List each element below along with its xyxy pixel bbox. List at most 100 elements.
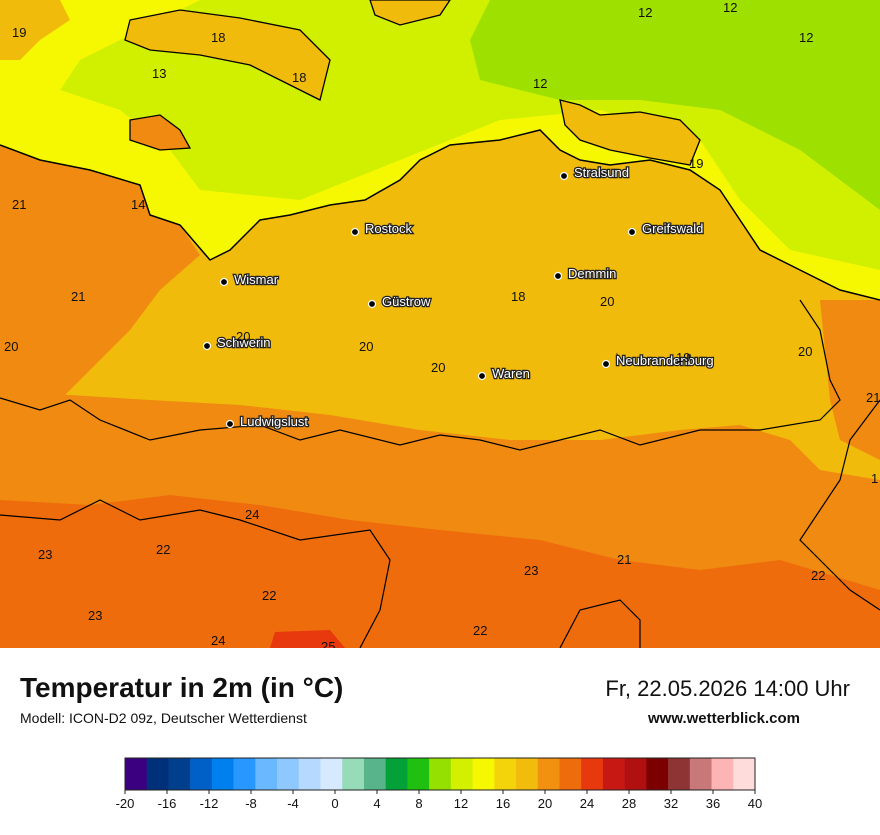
state-border-brandenburg (559, 599, 641, 648)
island-north (369, 0, 451, 26)
scale-swatch (255, 758, 278, 790)
scale-tick-label: -4 (287, 796, 299, 811)
scale-swatches (124, 757, 756, 791)
temp-label: 22 (811, 568, 825, 583)
city-rostock: Rostock (350, 220, 414, 237)
scale-tick-label: -20 (116, 796, 135, 811)
temp-label: 18 (511, 289, 525, 304)
island-ruegen (559, 99, 701, 166)
city-greifswald: Greifswald (627, 220, 705, 237)
temp-label: 25 (321, 639, 335, 648)
map-footer: Temperatur in 2m (in °C) Modell: ICON-D2… (0, 648, 880, 830)
temp-label: 18 (292, 70, 306, 85)
scale-tick-label: 20 (538, 796, 552, 811)
hot-spot (270, 630, 345, 648)
color-scale: -20 -16 -12 -8 -4 0 4 8 12 16 20 24 28 32 36 40 (0, 756, 880, 830)
scale-swatch (537, 758, 560, 790)
scale-swatch (559, 758, 582, 790)
city-label: Waren (492, 366, 530, 381)
island-west (129, 114, 192, 151)
city-dot (477, 371, 487, 381)
scale-swatch (320, 758, 343, 790)
land-orange-west (0, 145, 200, 400)
city-dot (225, 419, 235, 429)
scale-tick-label: 28 (622, 796, 636, 811)
scale-tick-label: -16 (158, 796, 177, 811)
scale-swatch (624, 758, 647, 790)
temp-label: 21 (617, 552, 631, 567)
website-link[interactable]: www.wetterblick.com (648, 710, 800, 727)
scale-swatch (190, 758, 213, 790)
scale-swatch (494, 758, 517, 790)
city-guestrow: Güstrow (367, 293, 432, 310)
temp-label: 21 (71, 289, 85, 304)
city-label: Greifswald (642, 221, 703, 236)
temp-label: 20 (798, 344, 812, 359)
city-dot (559, 171, 569, 181)
scale-tick-label: 24 (580, 796, 594, 811)
scale-tick-label: -8 (245, 796, 257, 811)
temp-label: 1 (871, 471, 878, 486)
scale-swatch (233, 758, 256, 790)
temp-label: 23 (88, 608, 102, 623)
temperature-map: Stralsund Rostock Greifswald Wismar Demm… (0, 0, 880, 648)
model-info: Modell: ICON-D2 09z, Deutscher Wetterdie… (20, 710, 307, 726)
scale-swatch (407, 758, 430, 790)
scale-swatch (298, 758, 321, 790)
temp-label: 20 (359, 339, 373, 354)
scale-tick-label: 0 (331, 796, 338, 811)
temp-label: 22 (473, 623, 487, 638)
island-fehmarn (124, 9, 331, 101)
scale-tick-label: 40 (748, 796, 762, 811)
city-label: Neubrandenburg (616, 353, 714, 368)
temp-label: 14 (131, 197, 145, 212)
scale-swatch (125, 758, 148, 790)
scale-ticks: -20 -16 -12 -8 -4 0 4 8 12 16 20 24 28 32 36 40 (116, 790, 762, 811)
temp-label: 20 (600, 294, 614, 309)
scale-swatch (668, 758, 691, 790)
state-border (0, 299, 841, 451)
sea-green-zone (470, 0, 880, 210)
map-svg: Stralsund Rostock Greifswald Wismar Demm… (0, 0, 880, 648)
scale-tick-label: 16 (496, 796, 510, 811)
scale-tick-label: 12 (454, 796, 468, 811)
temp-label: 20 (236, 329, 250, 344)
city-dot (202, 341, 212, 351)
temp-label: 19 (676, 350, 690, 365)
scale-swatch (385, 758, 408, 790)
city-demmin: Demmin (553, 265, 618, 282)
temp-label: 13 (152, 66, 166, 81)
city-dot (553, 271, 563, 281)
scale-swatch (689, 758, 712, 790)
land-dark-orange-south (0, 495, 880, 648)
temp-label: 23 (524, 563, 538, 578)
city-label: Güstrow (382, 294, 431, 309)
scale-swatch (602, 758, 625, 790)
city-dot (350, 227, 360, 237)
temp-label: 22 (156, 542, 170, 557)
city-label: Wismar (234, 272, 279, 287)
city-label: Demmin (568, 266, 616, 281)
temp-label: 24 (211, 633, 225, 648)
scale-tick-label: 8 (415, 796, 422, 811)
temp-label: 12 (799, 30, 813, 45)
city-wismar: Wismar (219, 271, 280, 288)
scale-tick-label: -12 (200, 796, 219, 811)
scale-border (124, 757, 756, 791)
city-label: Stralsund (574, 165, 629, 180)
national-border (799, 399, 880, 611)
scale-swatch (363, 758, 386, 790)
temp-label: 12 (723, 0, 737, 15)
temp-label: 21 (12, 197, 26, 212)
city-label: Rostock (365, 221, 412, 236)
scale-swatch (146, 758, 169, 790)
scale-swatch (168, 758, 191, 790)
scale-swatch (472, 758, 495, 790)
state-border-south (0, 499, 391, 648)
temp-label: 12 (533, 76, 547, 91)
temp-label: 19 (12, 25, 26, 40)
scale-swatch (646, 758, 669, 790)
scale-swatch (733, 758, 756, 790)
city-dot (627, 227, 637, 237)
land-northwest (0, 0, 70, 60)
